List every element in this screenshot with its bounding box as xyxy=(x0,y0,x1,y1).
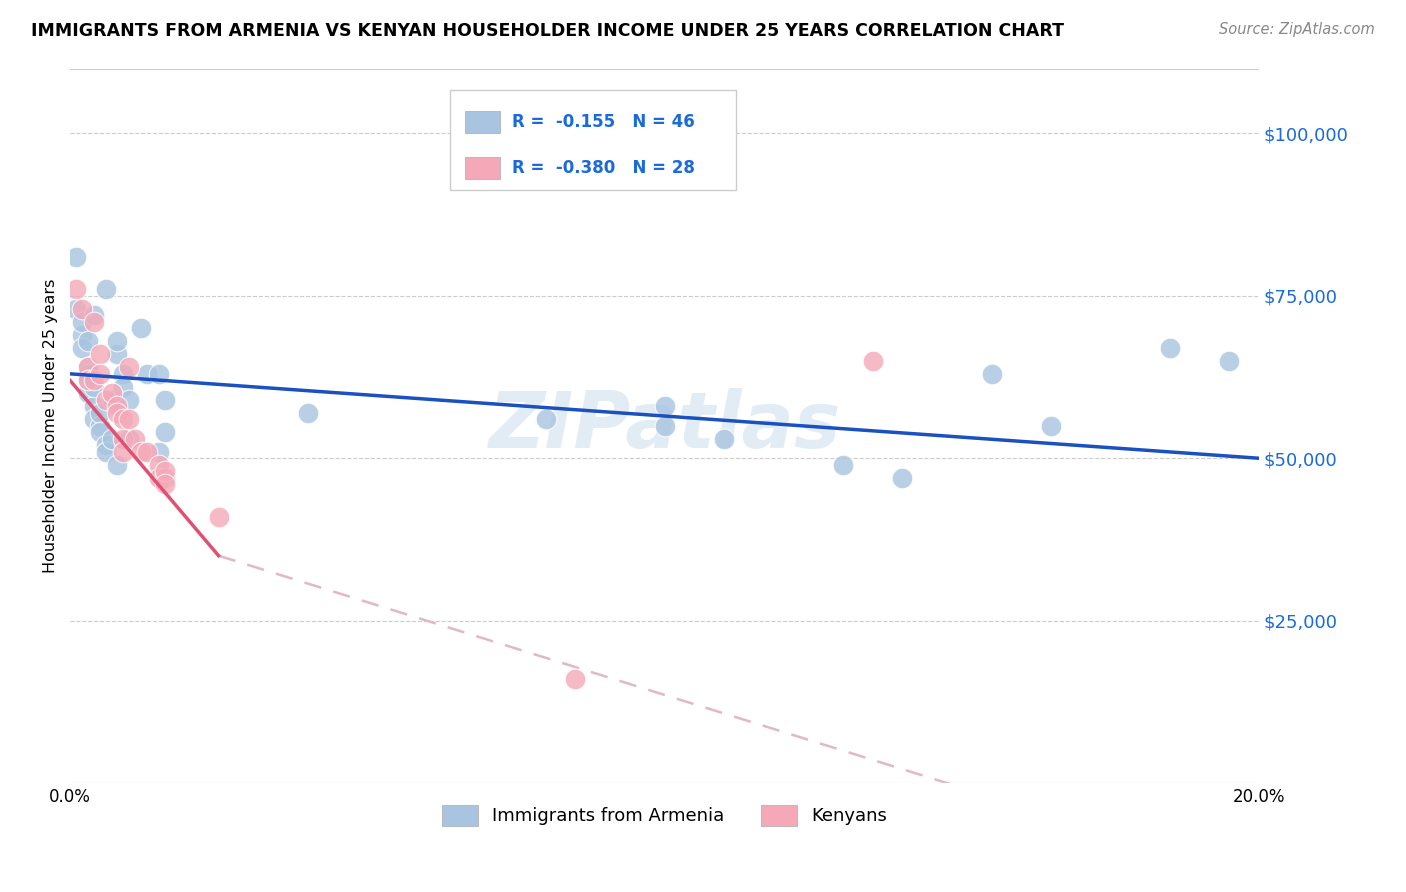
Point xyxy=(207,509,229,524)
Point xyxy=(831,458,853,472)
Point xyxy=(76,373,98,387)
Point xyxy=(76,360,98,375)
Text: IMMIGRANTS FROM ARMENIA VS KENYAN HOUSEHOLDER INCOME UNDER 25 YEARS CORRELATION : IMMIGRANTS FROM ARMENIA VS KENYAN HOUSEH… xyxy=(31,22,1064,40)
Text: ZIPatlas: ZIPatlas xyxy=(488,388,841,464)
Point xyxy=(112,412,135,426)
Y-axis label: Householder Income Under 25 years: Householder Income Under 25 years xyxy=(44,278,58,573)
Point xyxy=(83,373,105,387)
Point xyxy=(1218,354,1240,368)
Point xyxy=(107,406,129,420)
Point xyxy=(118,392,141,407)
Point xyxy=(89,425,111,440)
Point xyxy=(153,425,176,440)
Point xyxy=(83,315,105,329)
Point xyxy=(65,282,87,296)
Point xyxy=(891,471,914,485)
Point xyxy=(112,367,135,381)
Point xyxy=(100,386,122,401)
Point xyxy=(148,444,170,458)
Point xyxy=(136,367,159,381)
Point xyxy=(107,334,129,349)
Point xyxy=(118,360,141,375)
Point xyxy=(112,432,135,446)
Point xyxy=(1159,341,1181,355)
Point xyxy=(148,367,170,381)
Bar xyxy=(465,112,501,133)
Point xyxy=(129,321,152,335)
Point xyxy=(89,406,111,420)
Point xyxy=(153,464,176,478)
Point xyxy=(107,399,129,413)
Bar xyxy=(465,157,501,178)
Point xyxy=(65,301,87,316)
Point xyxy=(76,386,98,401)
Point xyxy=(76,360,98,375)
Point xyxy=(76,367,98,381)
Point xyxy=(129,444,152,458)
Point xyxy=(94,392,117,407)
Point xyxy=(112,380,135,394)
Point xyxy=(83,399,105,413)
Point xyxy=(654,399,676,413)
Point xyxy=(94,438,117,452)
Point xyxy=(124,432,146,446)
Text: R =  -0.155   N = 46: R = -0.155 N = 46 xyxy=(512,113,695,131)
Point xyxy=(94,444,117,458)
Point xyxy=(83,412,105,426)
Point xyxy=(862,354,884,368)
Point xyxy=(107,347,129,361)
Legend: Immigrants from Armenia, Kenyans: Immigrants from Armenia, Kenyans xyxy=(433,796,896,835)
Point xyxy=(713,432,735,446)
Point xyxy=(564,672,586,686)
Text: R =  -0.380   N = 28: R = -0.380 N = 28 xyxy=(512,159,695,177)
Point xyxy=(70,341,93,355)
Point xyxy=(136,444,159,458)
Point xyxy=(534,412,557,426)
Point xyxy=(1039,418,1062,433)
Point xyxy=(107,458,129,472)
Point xyxy=(89,418,111,433)
Point xyxy=(112,444,135,458)
Point xyxy=(148,471,170,485)
Text: Source: ZipAtlas.com: Source: ZipAtlas.com xyxy=(1219,22,1375,37)
Point xyxy=(89,367,111,381)
Point xyxy=(100,392,122,407)
Bar xyxy=(450,90,735,190)
Point xyxy=(83,309,105,323)
Point xyxy=(654,418,676,433)
Point xyxy=(148,458,170,472)
Point xyxy=(118,412,141,426)
Point xyxy=(980,367,1002,381)
Point xyxy=(70,301,93,316)
Point xyxy=(297,406,319,420)
Point xyxy=(118,432,141,446)
Point xyxy=(100,432,122,446)
Point xyxy=(83,380,105,394)
Point xyxy=(153,477,176,491)
Point xyxy=(153,392,176,407)
Point xyxy=(153,471,176,485)
Point xyxy=(70,315,93,329)
Point xyxy=(65,250,87,264)
Point xyxy=(89,347,111,361)
Point xyxy=(70,327,93,342)
Point xyxy=(94,282,117,296)
Point xyxy=(76,373,98,387)
Point xyxy=(76,334,98,349)
